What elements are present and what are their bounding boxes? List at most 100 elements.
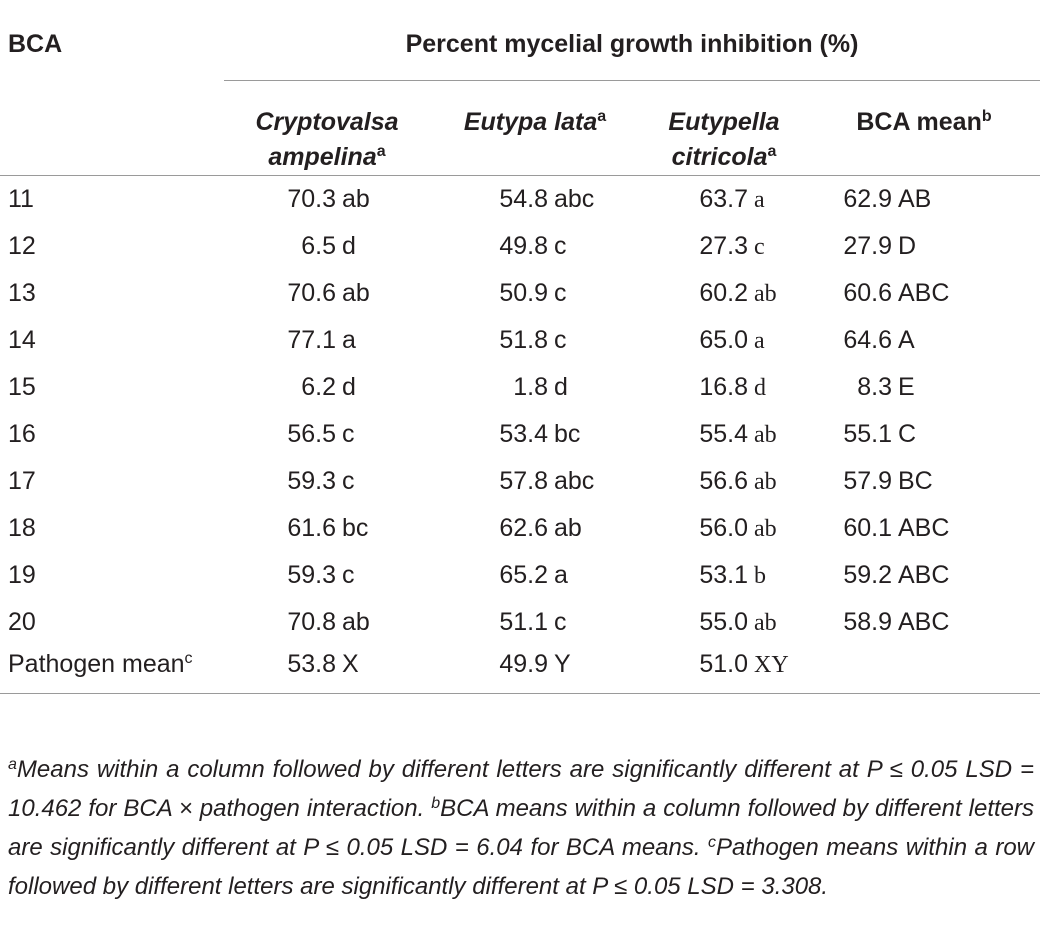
row-label-text: 15: [8, 372, 36, 401]
cell: 70.6 ab: [224, 270, 430, 317]
cell-letter: ab: [754, 421, 777, 448]
cell-value: 53.1: [699, 560, 748, 589]
cell-value: 27.9: [843, 231, 892, 260]
cell: 58.9 ABC: [808, 599, 1040, 646]
cell: 49.9 Y: [430, 645, 640, 694]
cell-letter: abc: [554, 184, 595, 213]
cell: 57.9 BC: [808, 458, 1040, 505]
cell: 6.2 d: [224, 364, 430, 411]
cell-letter: c: [554, 278, 567, 307]
col-header-text: Cryptovalsa: [255, 107, 399, 136]
row-label: 16: [0, 411, 224, 458]
row-label: 17: [0, 458, 224, 505]
cell-value: 51.1: [499, 607, 548, 636]
table-row: 20 70.8 ab 51.1 c 55.0 ab 58.9 ABC: [0, 599, 1040, 646]
cell-letter: c: [342, 560, 355, 589]
table-row: 19 59.3 c 65.2 a 53.1 b 59.2 ABC: [0, 552, 1040, 599]
cell-value: 6.2: [301, 372, 336, 401]
cell: 60.2 ab: [640, 270, 808, 317]
cell: 55.1 C: [808, 411, 1040, 458]
col-header-sup: a: [376, 142, 386, 160]
table-row: 14 77.1 a 51.8 c 65.0 a 64.6 A: [0, 317, 1040, 364]
cell-value: 60.1: [843, 513, 892, 542]
footnotes: aMeans within a column followed by diffe…: [8, 750, 1034, 906]
cell-letter: C: [898, 419, 917, 448]
cell: 70.3 ab: [224, 175, 430, 223]
cell-letter: AB: [898, 184, 932, 213]
cell-letter: ABC: [898, 607, 950, 636]
cell: 64.6 A: [808, 317, 1040, 364]
cell-value: 70.3: [287, 184, 336, 213]
row-label-text: 20: [8, 607, 36, 636]
table-row: 12 6.5 d 49.8 c 27.3 c 27.9 D: [0, 223, 1040, 270]
footnote-a: Means within a column followed by differ…: [8, 756, 1034, 822]
cell: 77.1 a: [224, 317, 430, 364]
row-label: 20: [0, 599, 224, 646]
cell-letter: b: [754, 562, 766, 589]
header-row-2: Cryptovalsa ampelinaa Eutypa lataa Eutyp…: [0, 80, 1040, 176]
cell-letter: c: [554, 607, 567, 636]
cell-value: 55.0: [699, 607, 748, 636]
cell: 1.8 d: [430, 364, 640, 411]
cell-value: 49.8: [499, 231, 548, 260]
col-header-text: ampelina: [268, 142, 377, 171]
cell: 65.2 a: [430, 552, 640, 599]
cell-value: 62.9: [843, 184, 892, 213]
col-header-bca-mean: BCA meanb: [808, 80, 1040, 176]
cell-letter: X: [342, 649, 359, 678]
row-label: 14: [0, 317, 224, 364]
cell-value: 58.9: [843, 607, 892, 636]
cell-value: 56.0: [699, 513, 748, 542]
row-label: 12: [0, 223, 224, 270]
cell: 60.6 ABC: [808, 270, 1040, 317]
table-row: 18 61.6 bc 62.6 ab 56.0 ab 60.1 ABC: [0, 505, 1040, 552]
table-row: 17 59.3 c 57.8 abc 56.6 ab 57.9 BC: [0, 458, 1040, 505]
cell-letter: c: [554, 325, 567, 354]
table-row: 16 56.5 c 53.4 bc 55.4 ab 55.1 C: [0, 411, 1040, 458]
cell: 53.1 b: [640, 552, 808, 599]
row-label: 19: [0, 552, 224, 599]
col-header-sup: a: [767, 142, 777, 160]
footnote-a-sup: a: [8, 756, 17, 773]
footnote-c-sup: c: [708, 834, 716, 851]
cell-letter: abc: [554, 466, 595, 495]
cell: 54.8 abc: [430, 175, 640, 223]
cell-letter: d: [554, 372, 568, 401]
cell: 60.1 ABC: [808, 505, 1040, 552]
cell-value: 70.8: [287, 607, 336, 636]
blank-header-cell: [0, 80, 224, 176]
cell-value: 65.2: [499, 560, 548, 589]
cell-letter: Y: [554, 649, 571, 678]
cell-value: 59.3: [287, 466, 336, 495]
cell-value: 55.4: [699, 419, 748, 448]
cell-letter: a: [754, 186, 765, 213]
cell-letter: ab: [754, 609, 777, 636]
col-header-text: BCA mean: [856, 107, 982, 136]
bca-header: BCA: [8, 30, 63, 58]
cell: 55.0 ab: [640, 599, 808, 646]
cell-value: 56.5: [287, 419, 336, 448]
row-label: 18: [0, 505, 224, 552]
cell: 51.8 c: [430, 317, 640, 364]
cell-value: 53.8: [287, 649, 336, 678]
cell: 55.4 ab: [640, 411, 808, 458]
cell-letter: d: [342, 372, 356, 401]
cell-value: 61.6: [287, 513, 336, 542]
cell: 63.7 a: [640, 175, 808, 223]
cell-value: 60.6: [843, 278, 892, 307]
cell-letter: c: [342, 466, 355, 495]
cell-letter: a: [754, 327, 765, 354]
cell-value: 65.0: [699, 325, 748, 354]
cell-letter: ABC: [898, 560, 950, 589]
cell: 51.1 c: [430, 599, 640, 646]
cell-letter: ab: [342, 184, 370, 213]
cell-value: 63.7: [699, 184, 748, 213]
cell-value: 60.2: [699, 278, 748, 307]
cell-value: 77.1: [287, 325, 336, 354]
row-label-text: 13: [8, 278, 36, 307]
footnote-c: Pathogen means within a row followed by …: [8, 834, 1034, 900]
cell-letter: a: [554, 560, 568, 589]
cell-letter: bc: [342, 513, 369, 542]
cell-value: 27.3: [699, 231, 748, 260]
cell-letter: BC: [898, 466, 933, 495]
